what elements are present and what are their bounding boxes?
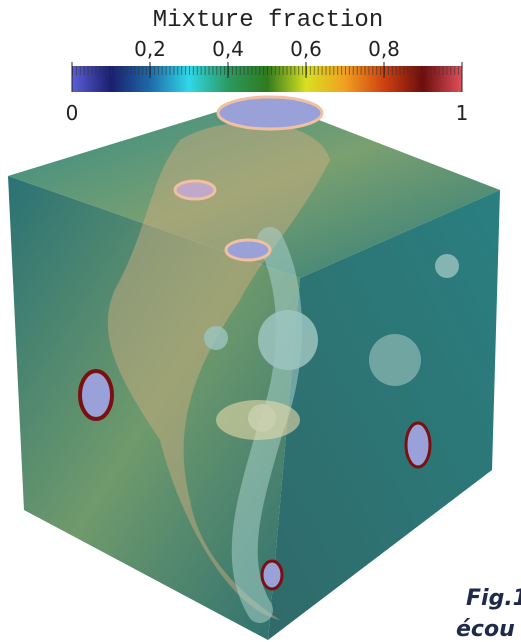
blob <box>262 561 282 589</box>
tick-label: 0,2 <box>134 37 166 61</box>
page: {"colorbar": {"title": "Mixture fraction… <box>0 0 521 642</box>
bubble <box>369 334 421 386</box>
blob <box>406 423 430 467</box>
blob <box>80 371 112 419</box>
blob <box>226 240 270 260</box>
end-label: 0 <box>66 101 79 125</box>
bubble <box>258 310 318 370</box>
bubble <box>204 326 228 350</box>
blob <box>216 400 300 440</box>
tick-label: 0,4 <box>212 37 244 61</box>
minor-ticks <box>72 66 462 75</box>
caption-line: Fig.1 <box>466 586 521 611</box>
bubble <box>435 254 459 278</box>
caption-line: écou <box>456 617 515 642</box>
blob <box>218 97 322 129</box>
tick-label: 0,8 <box>368 37 400 61</box>
blob <box>175 181 215 199</box>
colorbar-title: Mixture fraction <box>153 7 383 34</box>
tick-label: 0,6 <box>290 37 322 61</box>
cube <box>8 97 500 640</box>
figure: Mixture fraction 0,2 0,4 0,6 0,8 0 1 Fig.1 éc… <box>0 0 521 642</box>
end-label: 1 <box>456 101 469 125</box>
